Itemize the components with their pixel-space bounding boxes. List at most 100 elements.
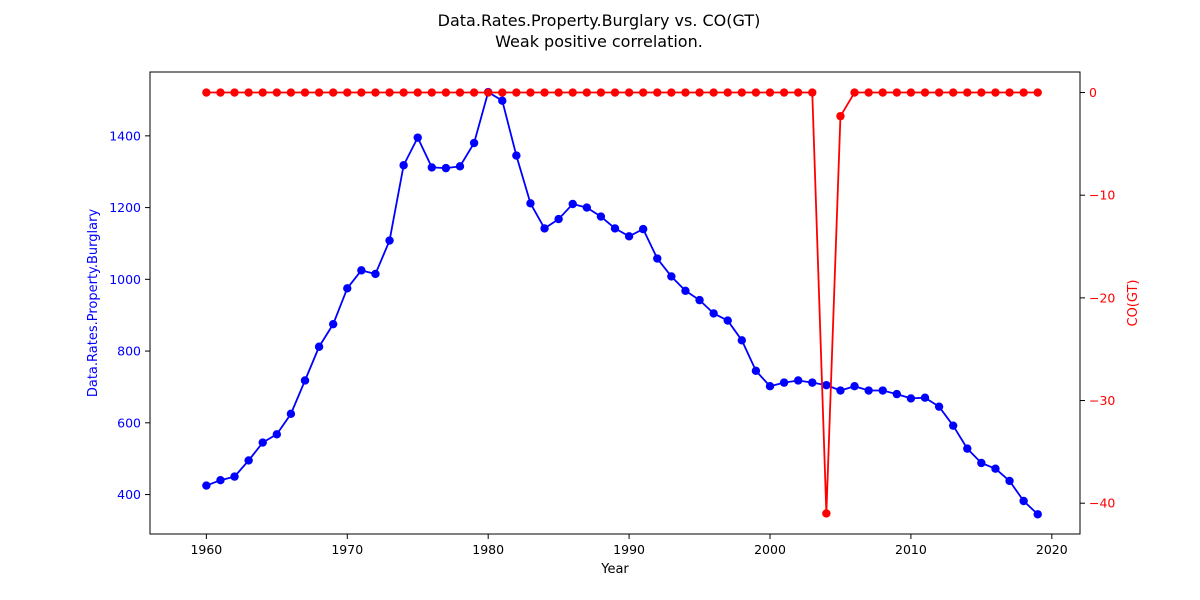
burglary-data-point — [963, 444, 972, 453]
co-gt-data-point — [498, 88, 507, 97]
x-axis-ticks: 1960 1970 1980 1990 2000 2010 2020 — [190, 534, 1068, 557]
burglary-data-point — [1033, 510, 1042, 519]
plot-frame — [149, 71, 1081, 535]
burglary-data-point — [892, 389, 902, 399]
right-y-axis-label: CO(GT) — [1126, 279, 1141, 326]
burglary-data-point — [328, 319, 338, 329]
burglary-data-point — [357, 266, 366, 275]
co-gt-data-point — [413, 88, 422, 97]
right-y-axis-ticks: 0 −10 −20 −30 −40 — [1080, 85, 1115, 511]
burglary-data-point — [808, 378, 817, 387]
burglary-data-point — [399, 161, 408, 170]
x-tick-label: 2020 — [1036, 542, 1068, 557]
co-gt-data-point — [512, 88, 521, 97]
burglary-data-point — [667, 272, 676, 281]
right-y-tick-label: −40 — [1089, 496, 1115, 511]
burglary-data-point — [582, 203, 592, 212]
co-gt-data-point — [300, 88, 310, 97]
burglary-data-point — [568, 199, 577, 209]
burglary-data-point — [343, 284, 352, 293]
burglary-data-point — [371, 269, 380, 279]
co-gt-data-point — [667, 88, 676, 97]
co-gt-data-point — [779, 88, 789, 97]
burglary-data-point — [822, 380, 831, 390]
co-gt-data-point — [624, 88, 634, 97]
co-gt-data-point — [385, 88, 394, 97]
co-gt-data-point — [948, 88, 958, 97]
co-gt-data-point — [638, 88, 648, 97]
burglary-data-point — [469, 138, 479, 148]
co-gt-data-point — [371, 88, 380, 97]
co-gt-data-point — [314, 88, 324, 97]
co-gt-data-point — [1005, 88, 1014, 97]
burglary-data-point — [948, 421, 958, 430]
co-gt-data-point — [709, 88, 718, 97]
x-tick-label: 2010 — [895, 542, 927, 557]
burglary-data-point — [314, 342, 324, 351]
co-gt-data-point — [258, 88, 267, 97]
left-y-tick-label: 800 — [117, 344, 141, 359]
left-y-axis-label: Data.Rates.Property.Burglary — [86, 209, 101, 398]
left-y-tick-label: 1000 — [109, 272, 141, 287]
co-gt-data-point — [878, 88, 887, 97]
burglary-data-point — [216, 475, 225, 485]
co-gt-data-point — [230, 88, 239, 97]
burglary-data-point — [751, 366, 761, 375]
left-y-tick-label: 1200 — [109, 200, 141, 215]
co-gt-data-point — [681, 88, 690, 97]
burglary-data-point — [526, 199, 535, 208]
burglary-data-point — [610, 224, 620, 233]
co-gt-data-point — [554, 88, 563, 97]
burglary-data-point — [554, 214, 563, 224]
burglary-data-point — [836, 386, 845, 395]
co-gt-data-point — [540, 88, 549, 97]
x-tick-label: 1990 — [613, 542, 645, 557]
burglary-series-line — [206, 91, 1039, 515]
right-y-tick-label: −30 — [1089, 393, 1115, 408]
x-tick-label: 1960 — [190, 542, 222, 557]
co-gt-data-point — [1019, 88, 1028, 97]
burglary-data-point — [779, 378, 789, 387]
co-gt-data-point — [455, 88, 465, 97]
co-gt-data-point — [751, 88, 761, 97]
x-tick-label: 1980 — [472, 542, 504, 557]
co-gt-data-point — [653, 88, 662, 97]
burglary-data-point — [695, 295, 704, 305]
burglary-data-point — [638, 224, 648, 234]
co-gt-data-point — [427, 88, 437, 97]
burglary-data-point — [286, 409, 296, 419]
co-gt-data-point — [244, 88, 253, 97]
burglary-data-point — [258, 438, 267, 447]
burglary-data-point — [244, 456, 253, 465]
right-y-tick-label: −20 — [1089, 290, 1115, 305]
co-gt-data-point — [906, 88, 916, 97]
x-axis-label: Year — [600, 562, 629, 577]
co-gt-data-point — [272, 88, 282, 97]
co-gt-data-point — [610, 88, 620, 97]
co-gt-data-point — [596, 88, 606, 97]
right-y-tick-label: −10 — [1089, 188, 1115, 203]
co-gt-data-point — [399, 88, 408, 97]
co-gt-data-point — [793, 88, 803, 97]
co-gt-data-point — [963, 88, 972, 97]
burglary-data-point — [385, 236, 394, 245]
burglary-data-point — [413, 133, 422, 142]
co-gt-data-point — [469, 88, 479, 97]
burglary-data-point — [653, 254, 662, 263]
burglary-data-point — [230, 472, 239, 481]
left-y-tick-label: 400 — [117, 487, 141, 502]
co-gt-data-point — [357, 88, 366, 97]
x-tick-label: 1970 — [331, 542, 363, 557]
burglary-data-point — [878, 386, 887, 395]
co-gt-data-point — [850, 88, 859, 97]
co-gt-data-point — [864, 88, 873, 97]
burglary-data-point — [624, 232, 634, 241]
burglary-data-point — [681, 286, 690, 296]
burglary-data-point — [793, 376, 803, 385]
co-gt-data-point — [483, 88, 493, 97]
co-gt-series-line — [206, 91, 1038, 515]
burglary-data-point — [765, 382, 775, 391]
burglary-data-point — [906, 394, 916, 403]
burglary-data-point — [991, 464, 1000, 473]
